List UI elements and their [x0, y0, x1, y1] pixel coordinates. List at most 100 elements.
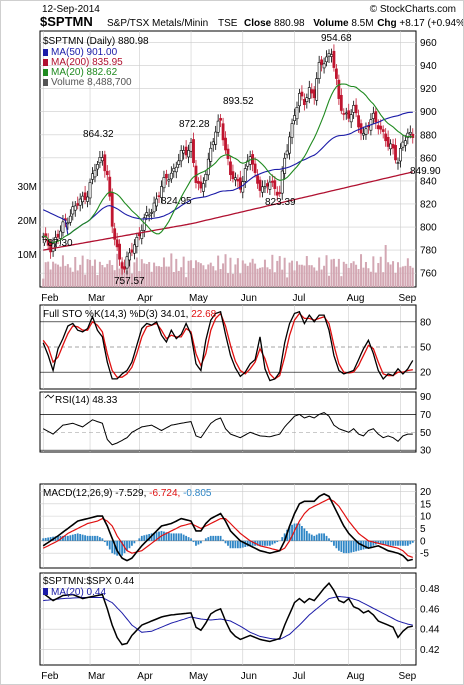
candle-body [93, 169, 97, 178]
volume-bar [387, 262, 390, 287]
volume-bar [177, 270, 180, 287]
volume-bar [192, 268, 195, 287]
exchange: TSE [218, 18, 238, 29]
volume-bar [153, 262, 156, 287]
stoch-panel-ytick: 80 [420, 317, 432, 328]
volume-bar [246, 265, 249, 287]
candle-body [78, 198, 82, 206]
candle-body [317, 62, 321, 79]
candle-body [140, 230, 144, 239]
macd-histogram-bar [365, 540, 367, 549]
candle-body [96, 164, 99, 170]
candle-body [295, 106, 299, 120]
stat-label: Volume [313, 18, 351, 29]
candle-body [310, 89, 314, 94]
macd-panel-ytick: 5 [420, 524, 426, 535]
candle-body [261, 186, 264, 193]
macd-histogram-bar [352, 540, 355, 552]
candle-body [177, 160, 181, 165]
macd-histogram-bar [71, 534, 74, 541]
legend-swatch [43, 69, 48, 76]
volume-bar [241, 260, 244, 287]
candle-body [130, 249, 134, 253]
macd-histogram-bar [283, 533, 286, 541]
candle-body [56, 233, 60, 238]
candle-body [68, 215, 72, 223]
candle-body [362, 133, 365, 136]
volume-bar [89, 259, 92, 287]
price-panel-ytick: 840 [420, 176, 437, 187]
macd-histogram-bar [251, 540, 254, 546]
candle-body [243, 168, 247, 182]
macd-histogram-bar [111, 540, 114, 554]
macd-histogram-bar [249, 540, 252, 546]
price-panel-ytick: 860 [420, 153, 437, 164]
candle-body [376, 125, 380, 130]
candle-body [352, 105, 356, 113]
candle-body [401, 141, 405, 148]
macd-histogram-bar [64, 535, 67, 541]
macd-panel-ytick: 10 [420, 512, 432, 523]
volume-bar [52, 261, 55, 287]
candle-body [103, 154, 107, 172]
price-legend-2: MA(200) 835.95 [51, 57, 123, 68]
legend-swatch [43, 588, 48, 595]
candle-body [256, 175, 259, 184]
volume-bar [59, 266, 62, 287]
rsi-line [42, 412, 413, 446]
ratio-panel-ytick: 0.46 [420, 604, 440, 615]
candle-body [229, 161, 232, 176]
macd-histogram-bar [133, 540, 136, 544]
candle-body [342, 113, 346, 115]
candle-body [266, 183, 269, 187]
price-panel-ytick: 760 [420, 269, 437, 280]
candle-body [231, 171, 235, 180]
price-panel-ytick: 880 [420, 130, 437, 141]
macd-histogram-bar [175, 533, 178, 541]
macd-histogram-bar [101, 538, 104, 541]
macd-histogram-bar [355, 540, 358, 552]
volume-bar [227, 273, 229, 287]
volume-bar [239, 273, 242, 287]
volume-bar [79, 264, 82, 287]
candle-body [300, 91, 304, 97]
candle-body [285, 150, 289, 156]
macd-histogram-bar [91, 535, 94, 541]
volume-bar [367, 268, 370, 287]
volume-bar [360, 254, 363, 287]
macd-histogram-bar [394, 540, 397, 546]
volume-bar [244, 263, 247, 287]
candle-body [128, 252, 131, 261]
candle-body [83, 192, 87, 200]
volume-bar [310, 265, 313, 287]
price-annotation: 893.52 [223, 96, 254, 107]
rsi-panel-ytick: 30 [420, 446, 432, 457]
volume-bar [175, 258, 178, 287]
macd-histogram-bar [98, 537, 101, 541]
candle-body [280, 170, 284, 194]
rsi-panel-ytick: 90 [420, 392, 432, 403]
macd-histogram-bar [138, 538, 141, 541]
month-label-bottom: May [189, 671, 208, 682]
macd-histogram-bar [204, 538, 207, 541]
macd-histogram-bar [69, 535, 72, 541]
rsi-icon [44, 394, 55, 399]
volume-bar [374, 272, 377, 287]
stat-label: Chg [377, 18, 399, 29]
volume-bar [185, 277, 188, 287]
macd-histogram-bar [340, 540, 343, 552]
stoch-panel-ytick: 20 [420, 368, 432, 379]
stat-label: Close [244, 18, 274, 29]
candle-body [307, 87, 311, 99]
volume-bar [303, 265, 306, 287]
volume-bar [69, 267, 72, 287]
volume-tick: 10M [18, 250, 37, 261]
month-label: Jun [241, 293, 257, 304]
volume-bar [283, 257, 286, 287]
candle-body [226, 148, 230, 159]
volume-bar [300, 264, 303, 287]
symbol: $SPTMN [40, 14, 93, 29]
macd-histogram-bar [256, 540, 259, 546]
ratio-legend-0-item: $SPTMN:$SPX 0.44 [43, 576, 135, 587]
rsi-panel-ytick: 50 [420, 428, 432, 439]
